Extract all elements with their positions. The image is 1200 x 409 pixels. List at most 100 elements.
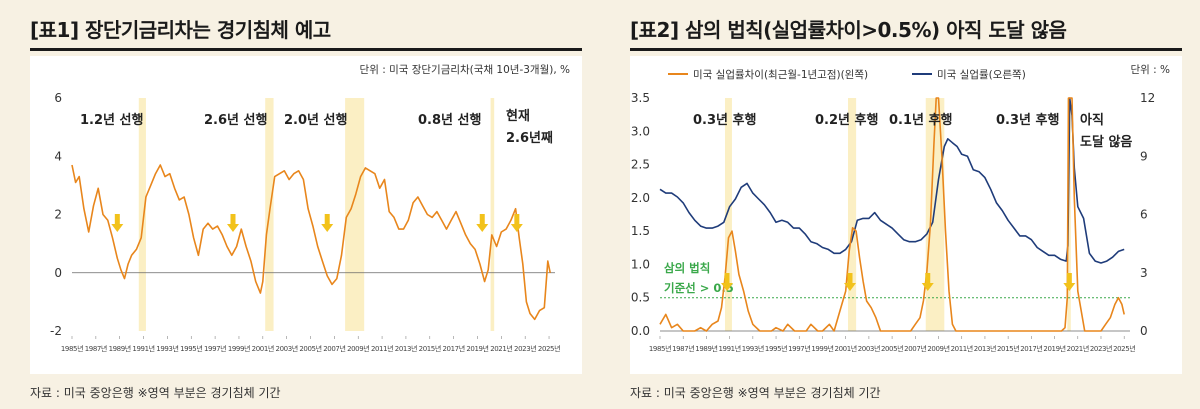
x-tick-label: 1993년 bbox=[156, 344, 178, 353]
x-tick-label: 2021년 bbox=[490, 344, 512, 353]
source-note: 자료 : 미국 중앙은행 ※영역 부분은 경기침체 기간 bbox=[630, 386, 881, 400]
x-tick-label: 2015년 bbox=[419, 344, 441, 353]
down-arrow-icon bbox=[111, 224, 124, 232]
x-tick-label: 1995년 bbox=[180, 344, 202, 353]
x-tick-label: 2013년 bbox=[974, 344, 996, 353]
x-tick-label: 2001년 bbox=[252, 344, 274, 353]
annotation-label: 2.6년째 bbox=[506, 131, 553, 146]
x-tick-label: 2019년 bbox=[1043, 344, 1065, 353]
annotation-label: 0.3년 후행 bbox=[693, 112, 756, 128]
down-arrow-icon bbox=[227, 224, 239, 232]
arrow-shaft bbox=[847, 273, 853, 284]
x-tick-label: 1999년 bbox=[811, 344, 833, 353]
y-right-tick-label: 0 bbox=[1140, 324, 1148, 338]
arrow-shaft bbox=[514, 214, 520, 225]
y-tick-label: 4 bbox=[54, 149, 62, 163]
x-tick-label: 2013년 bbox=[395, 344, 417, 353]
arrow-shaft bbox=[324, 214, 330, 225]
yield-spread-chart: 단위 : 미국 장단기금리차(국채 10년-3개월), % 6 4 2 0 -2 1.2년 … bbox=[50, 63, 570, 353]
x-tick-label: 1987년 bbox=[85, 344, 107, 353]
annotation-label: 2.0년 선행 bbox=[284, 112, 347, 128]
recession-band bbox=[138, 98, 146, 331]
x-tick-label: 1999년 bbox=[228, 344, 250, 353]
down-arrow-icon bbox=[720, 283, 733, 291]
x-tick-label: 2011년 bbox=[371, 344, 393, 353]
sahm-rule-chart: 단위 : % 미국 실업률차이(최근월-1년고점)(왼쪽) 미국 실업률(오른쪽) 3… bbox=[631, 63, 1170, 353]
annotation-label: 2.6년 선행 bbox=[204, 112, 267, 128]
x-tick-label: 2015년 bbox=[997, 344, 1019, 353]
x-tick-label: 2007년 bbox=[323, 344, 345, 353]
y-left-tick-label: 1.0 bbox=[631, 257, 650, 271]
threshold-label: 기준선 > 0.5 bbox=[664, 281, 734, 295]
down-arrow-icon bbox=[476, 224, 489, 232]
legend-label: 미국 실업률(오른쪽) bbox=[937, 68, 1026, 81]
y-right-tick-label: 12 bbox=[1140, 91, 1155, 105]
chart-panel-sahm-rule: [표2] 삼의 법칙(실업률차이>0.5%) 아직 도달 않음 단위 : % 미국… bbox=[600, 0, 1200, 409]
x-tick-label: 1991년 bbox=[132, 344, 154, 353]
unemployment-rate-line bbox=[659, 97, 1125, 264]
x-tick-label: 2009년 bbox=[927, 344, 949, 353]
arrow-shaft bbox=[230, 214, 236, 225]
plot-area bbox=[30, 56, 582, 374]
x-tick-label: 1989년 bbox=[695, 344, 717, 353]
arrow-shaft bbox=[724, 273, 730, 284]
recession-band bbox=[490, 98, 495, 331]
y-left-tick-label: 2.0 bbox=[631, 191, 650, 205]
x-tick-label: 2023년 bbox=[514, 344, 536, 353]
title-divider bbox=[630, 48, 1182, 51]
x-tick-label: 2003년 bbox=[858, 344, 880, 353]
y-right-tick-label: 6 bbox=[1140, 208, 1148, 222]
down-arrow-icon bbox=[844, 283, 856, 291]
x-tick-label: 1993년 bbox=[742, 344, 764, 353]
y-tick-label: 6 bbox=[54, 91, 62, 105]
y-left-tick-label: 3.0 bbox=[631, 124, 650, 138]
x-tick-label: 2019년 bbox=[466, 344, 488, 353]
x-tick-label: 2025년 bbox=[538, 344, 560, 353]
annotation-label: 아직 bbox=[1080, 112, 1104, 128]
x-tick-label: 1989년 bbox=[109, 344, 131, 353]
x-tick-label: 2023년 bbox=[1090, 344, 1112, 353]
x-tick-label: 1985년 bbox=[61, 344, 83, 353]
x-tick-label: 2017년 bbox=[442, 344, 464, 353]
down-arrow-icon bbox=[1063, 283, 1076, 291]
annotation-label: 0.2년 후행 bbox=[815, 112, 878, 128]
x-tick-label: 1987년 bbox=[672, 344, 694, 353]
x-tick-label: 2009년 bbox=[347, 344, 369, 353]
annotation-label: 0.1년 후행 bbox=[889, 112, 952, 128]
unemployment-gap-line bbox=[659, 97, 1125, 332]
y-left-tick-label: 2.5 bbox=[631, 158, 650, 172]
annotation-label: 현재 bbox=[506, 108, 530, 124]
x-tick-label: 2005년 bbox=[881, 344, 903, 353]
y-left-tick-label: 0.5 bbox=[631, 291, 650, 305]
down-arrow-icon bbox=[321, 224, 334, 232]
y-left-tick-label: 1.5 bbox=[631, 224, 650, 238]
chart-panel-yield-spread: [표1] 장단기금리차는 경기침체 예고 단위 : 미국 장단기금리차(국채 1… bbox=[30, 18, 582, 400]
recession-band bbox=[724, 98, 732, 331]
annotation-label: 1.2년 선행 bbox=[80, 112, 143, 128]
x-tick-label: 2003년 bbox=[276, 344, 298, 353]
x-tick-label: 2017년 bbox=[1020, 344, 1042, 353]
unit-label: 단위 : % bbox=[1130, 63, 1170, 76]
recession-band bbox=[848, 98, 857, 331]
annotation-label: 도달 않음 bbox=[1080, 134, 1132, 150]
x-tick-label: 1991년 bbox=[718, 344, 740, 353]
arrow-shaft bbox=[114, 214, 120, 225]
chart-title: [표2] 삼의 법칙(실업률차이>0.5%) 아직 도달 않음 bbox=[630, 18, 1067, 42]
x-tick-label: 1995년 bbox=[765, 344, 787, 353]
annotation-label: 0.3년 후행 bbox=[996, 112, 1059, 128]
yield-spread-line bbox=[71, 164, 551, 321]
source-note: 자료 : 미국 중앙은행 ※영역 부분은 경기침체 기간 bbox=[30, 386, 281, 400]
y-tick-label: 2 bbox=[54, 208, 62, 222]
y-left-tick-label: 0.0 bbox=[631, 324, 650, 338]
x-tick-label: 2021년 bbox=[1067, 344, 1089, 353]
y-tick-label: -2 bbox=[50, 324, 62, 338]
y-tick-label: 0 bbox=[54, 266, 62, 280]
threshold-label: 삼의 법칙 bbox=[664, 261, 710, 275]
title-divider bbox=[30, 48, 582, 51]
x-tick-label: 2011년 bbox=[951, 344, 973, 353]
y-right-tick-label: 9 bbox=[1140, 149, 1148, 163]
legend-label: 미국 실업률차이(최근월-1년고점)(왼쪽) bbox=[693, 68, 868, 81]
chart-title: [표1] 장단기금리차는 경기침체 예고 bbox=[30, 18, 331, 42]
y-left-tick-label: 3.5 bbox=[631, 91, 650, 105]
recession-band bbox=[925, 98, 945, 331]
